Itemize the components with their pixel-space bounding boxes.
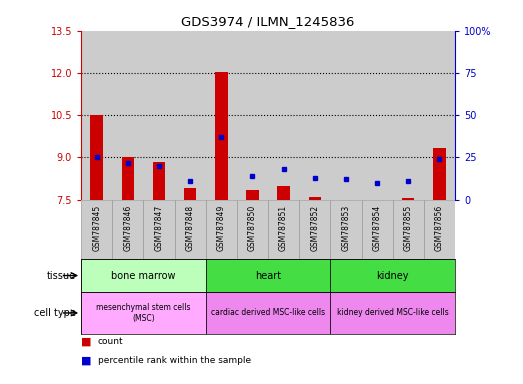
Bar (90, 115, 103, 200)
Text: GSM787854: GSM787854 (372, 204, 382, 251)
Bar (309, 197, 321, 200)
Text: cardiac derived MSC-like cells: cardiac derived MSC-like cells (211, 308, 325, 318)
Bar (299, 200, 331, 259)
Text: percentile rank within the sample: percentile rank within the sample (98, 356, 251, 366)
Bar (331, 259, 455, 292)
Bar (237, 31, 268, 200)
Bar (206, 259, 331, 292)
Bar (331, 292, 455, 334)
Bar (246, 190, 259, 200)
Bar (393, 200, 424, 259)
Text: cell type: cell type (34, 308, 76, 318)
Bar (143, 31, 175, 200)
Bar (112, 31, 143, 200)
Text: GSM787848: GSM787848 (186, 204, 195, 251)
Bar (81, 200, 112, 259)
Bar (371, 200, 383, 201)
Bar (237, 200, 268, 259)
Text: heart: heart (255, 270, 281, 281)
Bar (268, 200, 299, 259)
Bar (112, 200, 143, 259)
Bar (361, 31, 393, 200)
Bar (206, 200, 237, 259)
Text: GSM787853: GSM787853 (342, 204, 350, 251)
Bar (81, 31, 112, 200)
Bar (143, 200, 175, 259)
Text: ■: ■ (81, 337, 92, 347)
Bar (424, 200, 455, 259)
Bar (81, 259, 206, 292)
Bar (361, 200, 393, 259)
Text: kidney derived MSC-like cells: kidney derived MSC-like cells (337, 308, 449, 318)
Bar (121, 157, 134, 200)
Bar (402, 198, 415, 200)
Bar (175, 31, 206, 200)
Text: GSM787850: GSM787850 (248, 204, 257, 251)
Bar (81, 292, 206, 334)
Text: ■: ■ (81, 356, 92, 366)
Bar (175, 200, 206, 259)
Text: GSM787847: GSM787847 (154, 204, 164, 251)
Text: GSM787849: GSM787849 (217, 204, 226, 251)
Bar (424, 31, 455, 200)
Bar (433, 147, 446, 200)
Bar (299, 31, 331, 200)
Bar (277, 185, 290, 200)
Text: kidney: kidney (377, 270, 409, 281)
Bar (206, 292, 331, 334)
Bar (331, 31, 361, 200)
Text: GSM787855: GSM787855 (404, 204, 413, 251)
Bar (206, 31, 237, 200)
Bar (153, 162, 165, 200)
Bar (184, 189, 196, 200)
Text: GSM787845: GSM787845 (92, 204, 101, 251)
Bar (393, 31, 424, 200)
Bar (215, 71, 228, 200)
Text: mesenchymal stem cells
(MSC): mesenchymal stem cells (MSC) (96, 303, 191, 323)
Text: bone marrow: bone marrow (111, 270, 176, 281)
Bar (268, 31, 299, 200)
Bar (331, 200, 361, 259)
Text: GSM787852: GSM787852 (310, 204, 319, 251)
Text: count: count (98, 337, 123, 346)
Text: GSM787846: GSM787846 (123, 204, 132, 251)
Title: GDS3974 / ILMN_1245836: GDS3974 / ILMN_1245836 (181, 15, 355, 28)
Text: tissue: tissue (47, 270, 76, 281)
Text: GSM787851: GSM787851 (279, 204, 288, 251)
Text: GSM787856: GSM787856 (435, 204, 444, 251)
